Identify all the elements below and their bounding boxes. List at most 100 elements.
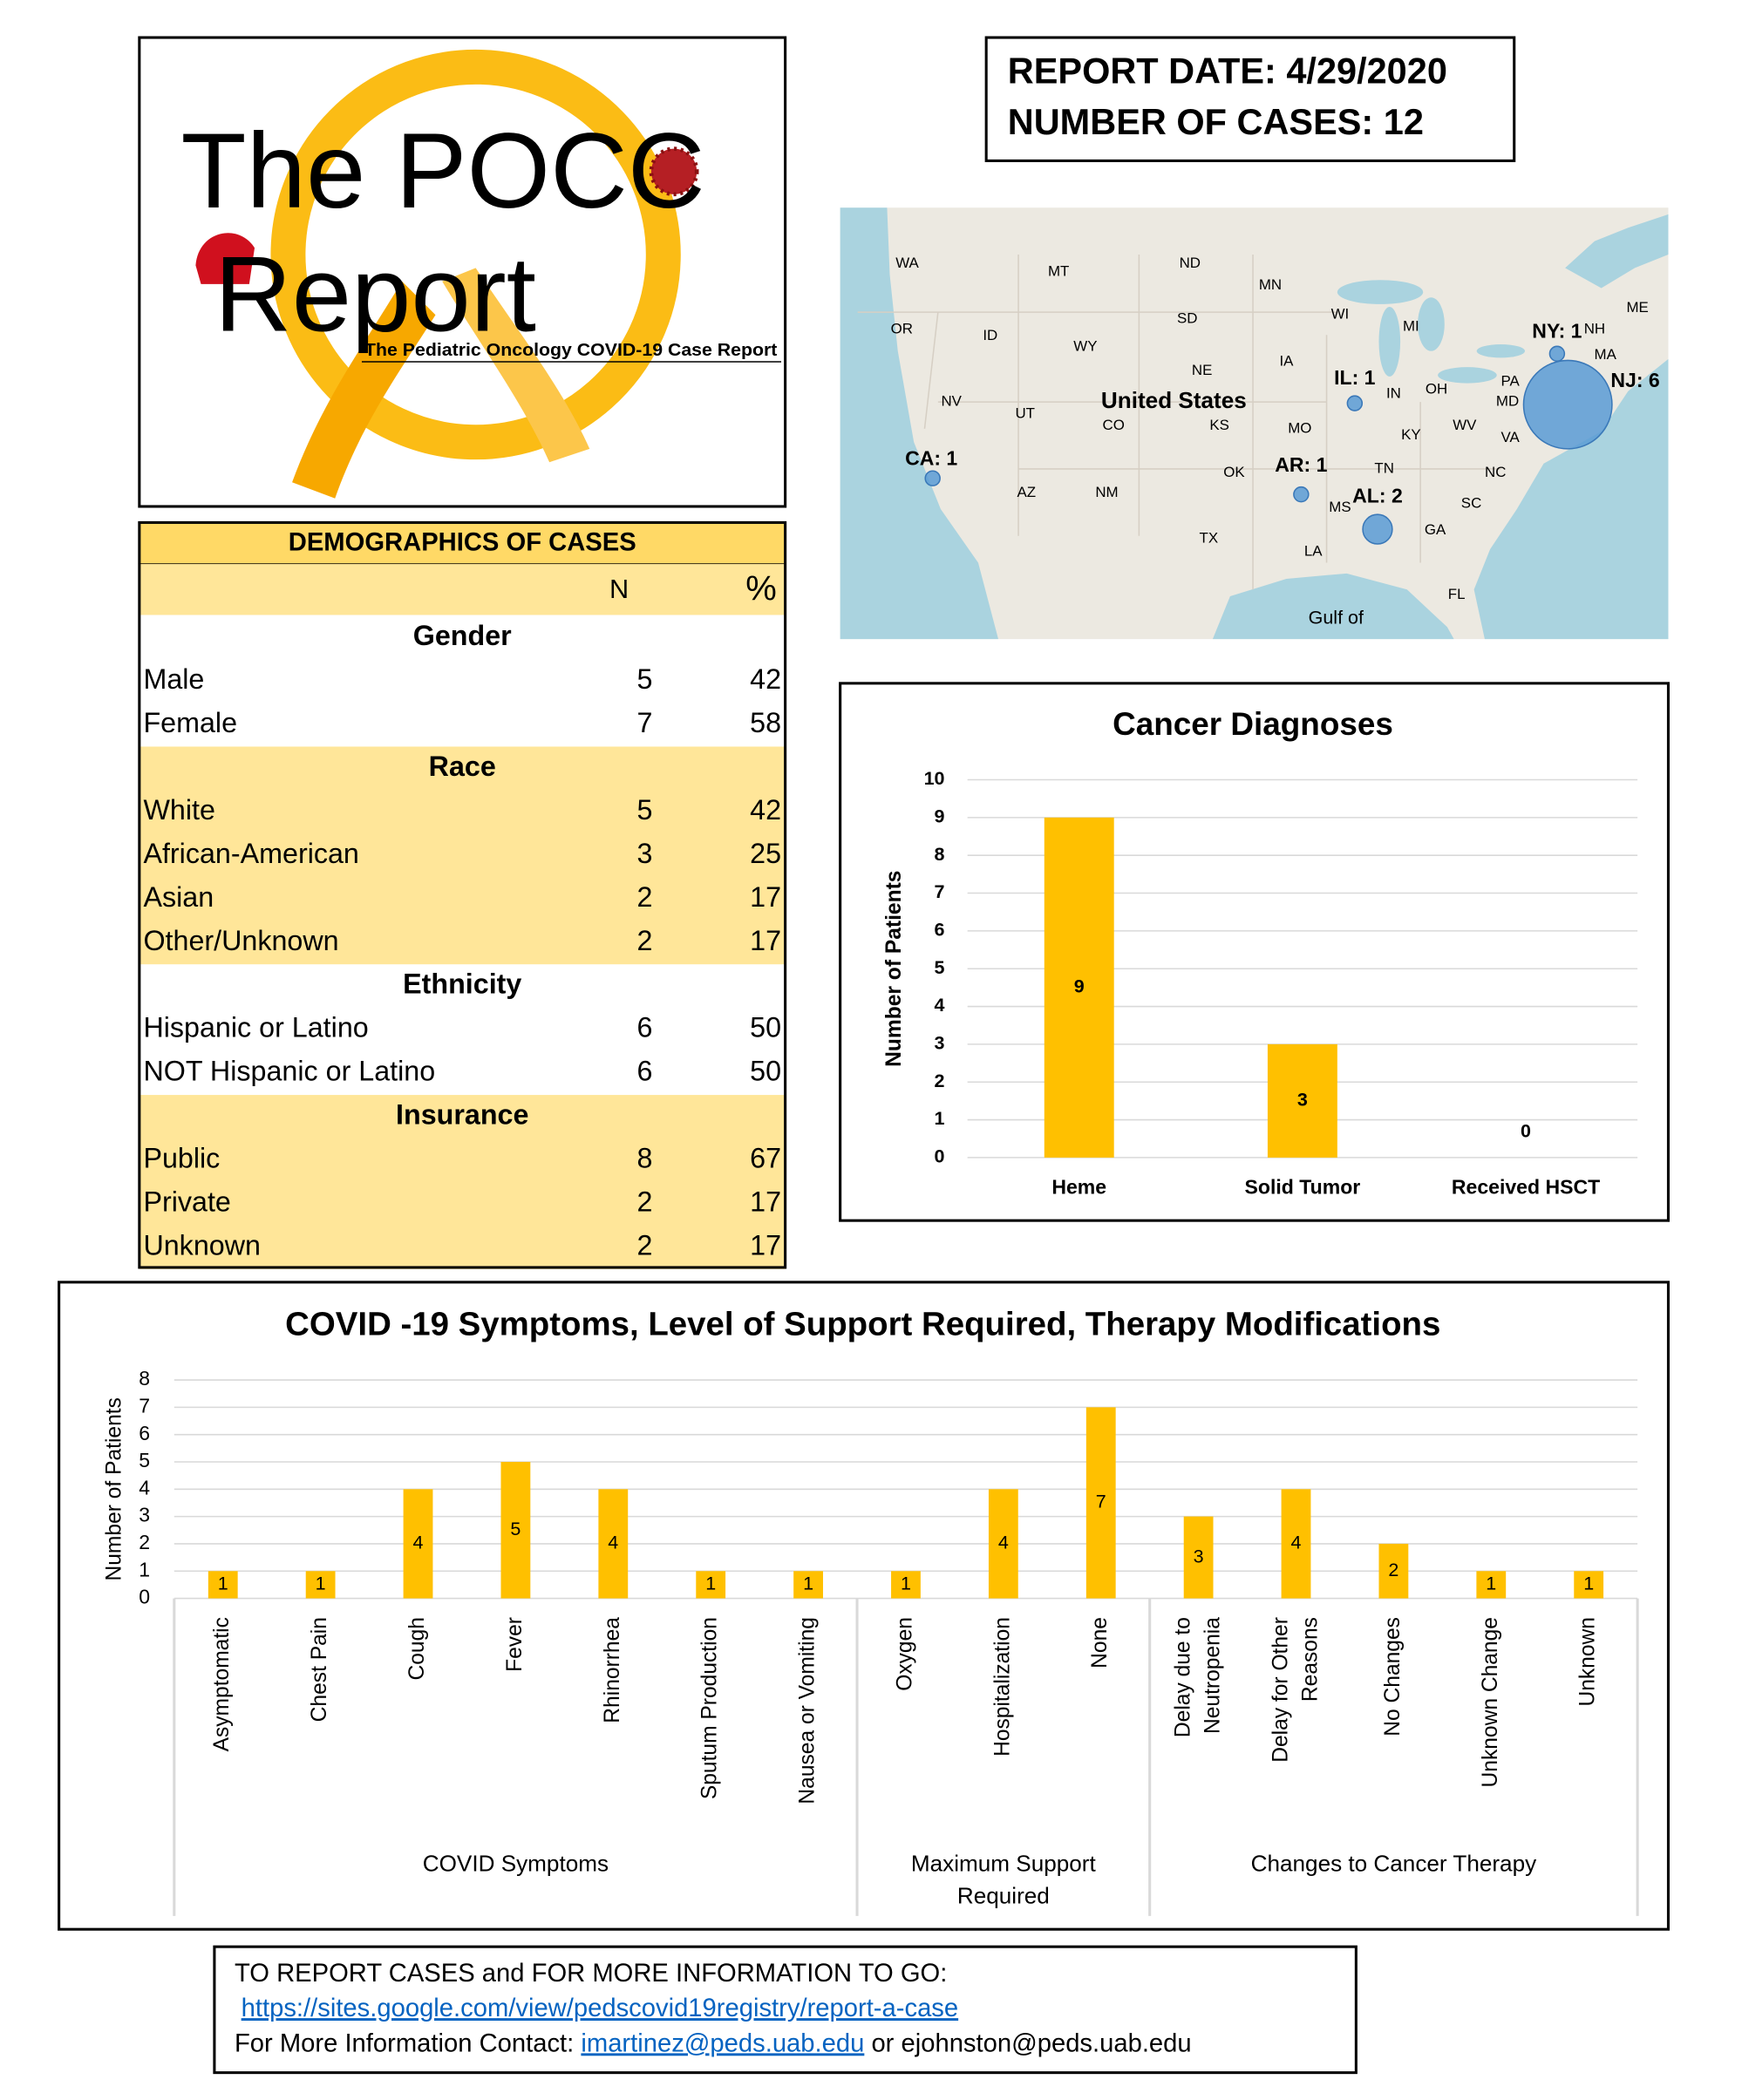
email-text: ejohnston@peds.uab.edu [902,2029,1192,2057]
row-n: 2 [637,881,653,913]
bar [1085,1407,1116,1599]
y-tick-label: 6 [139,1422,150,1444]
state-label: NM [1095,484,1118,500]
row-pct: 25 [750,838,781,869]
row-n: 2 [637,1229,653,1261]
bar [1183,1516,1214,1599]
state-label: WV [1453,417,1477,433]
state-label: MO [1288,419,1311,436]
report-link[interactable]: https://sites.google.com/view/pedscovid1… [242,1995,959,2022]
data-label: 1 [1583,1573,1594,1594]
state-label: GA [1425,521,1446,538]
row-n: 6 [637,1056,653,1087]
demographics-table: DEMOGRAPHICS OF CASES N % Gender Male 5 42 Fema… [138,520,787,1269]
x-tick-label: Nausea or Vomiting [796,1617,820,1804]
x-tick-label: Cough [405,1617,429,1680]
cap-icon [195,233,255,284]
state-label: TX [1200,529,1219,546]
contact-join: or [871,2029,894,2057]
y-axis-label: Number of Patients [882,871,906,1067]
state-label: MN [1259,276,1282,293]
section-name: Ethnicity [403,968,521,1000]
group-label: COVID Symptoms [423,1850,609,1876]
column-header: N [609,574,629,604]
bar [793,1571,823,1599]
row-pct: 67 [750,1143,781,1174]
contact-prefix: For More Information Contact: [235,2029,574,2057]
data-label: 1 [218,1573,228,1594]
y-tick-label: 8 [139,1367,150,1390]
row-pct: 58 [750,707,781,738]
x-tick-label: Hospitalization [990,1617,1014,1757]
x-tick-label: Unknown [1576,1617,1600,1706]
chart-title: COVID -19 Symptoms, Level of Support Req… [285,1306,1440,1343]
state-label: MI [1403,317,1419,334]
table-header-bg [139,564,786,615]
state-label: OH [1426,381,1447,398]
x-tick-label: Fever [503,1617,527,1672]
data-label: 4 [998,1533,1009,1553]
state-label: IN [1386,384,1401,401]
data-label: 3 [1194,1546,1204,1567]
bubble-label: NY: 1 [1532,319,1582,342]
bar [988,1489,1018,1599]
map-water [1565,214,1669,289]
case-bubble [1522,359,1613,450]
state-label: NC [1485,464,1506,480]
bubble-label: CA: 1 [905,446,957,469]
report-date: REPORT DATE: 4/29/2020 [1008,50,1447,91]
data-label: 1 [316,1573,326,1594]
row-n: 5 [637,663,653,695]
data-label: 4 [608,1533,618,1553]
x-tick-label: Chest Pain [308,1617,331,1722]
state-label: MT [1048,262,1069,279]
state-label: WA [895,255,919,271]
state-label: LA [1304,543,1323,560]
state-label: MD [1496,393,1519,410]
y-axis-label: Number of Patients [103,1397,126,1580]
bar [598,1489,629,1599]
state-label: OK [1223,464,1245,480]
state-label: PA [1500,373,1520,390]
bar [208,1571,238,1599]
country-label: United States [1101,387,1247,413]
covid-chart: COVID -19 Symptoms, Level of Support Req… [58,1281,1671,1931]
row-pct: 17 [750,925,781,956]
y-tick-label: 0 [935,1146,945,1167]
bubble-label: AL: 2 [1352,484,1403,506]
y-tick-label: 1 [139,1558,150,1580]
data-label: 5 [510,1519,521,1539]
row-n: 3 [637,838,653,869]
y-tick-label: 9 [935,806,945,827]
map-ocean [840,207,999,640]
data-label: 1 [705,1573,716,1594]
data-label: 4 [413,1533,424,1553]
chart-frame [839,682,1671,1222]
chart-frame [58,1281,1671,1931]
email-link[interactable]: imartinez@peds.uab.edu [581,2029,864,2057]
ribbon-tail [442,268,590,463]
state-label: MA [1595,346,1617,363]
case-bubble [1346,395,1364,411]
bar [1267,1043,1337,1158]
row-pct: 42 [750,794,781,826]
section-name: Insurance [396,1099,528,1131]
map-lake [1438,367,1497,384]
state-label: UT [1015,404,1035,421]
row-pct: 17 [750,1186,781,1217]
bubble-label: AR: 1 [1275,453,1327,476]
row-pct: 50 [750,1056,781,1087]
map: WA MT ND MN OR ID WY SD WI MI ME NE IA NV UT CO KS MO IN OH… [840,207,1669,640]
data-label: 1 [901,1573,911,1594]
row-pct: 50 [750,1012,781,1043]
y-tick-label: 10 [924,768,945,789]
y-tick-label: 4 [935,995,945,1016]
case-bubble [1293,486,1310,503]
row-label: Asian [143,881,214,913]
state-label: MS [1329,499,1351,515]
y-tick-label: 5 [139,1449,150,1471]
row-label: Hispanic or Latino [143,1012,368,1043]
row-n: 8 [637,1143,653,1174]
state-label: KS [1209,417,1229,433]
virus-icon [649,146,699,197]
